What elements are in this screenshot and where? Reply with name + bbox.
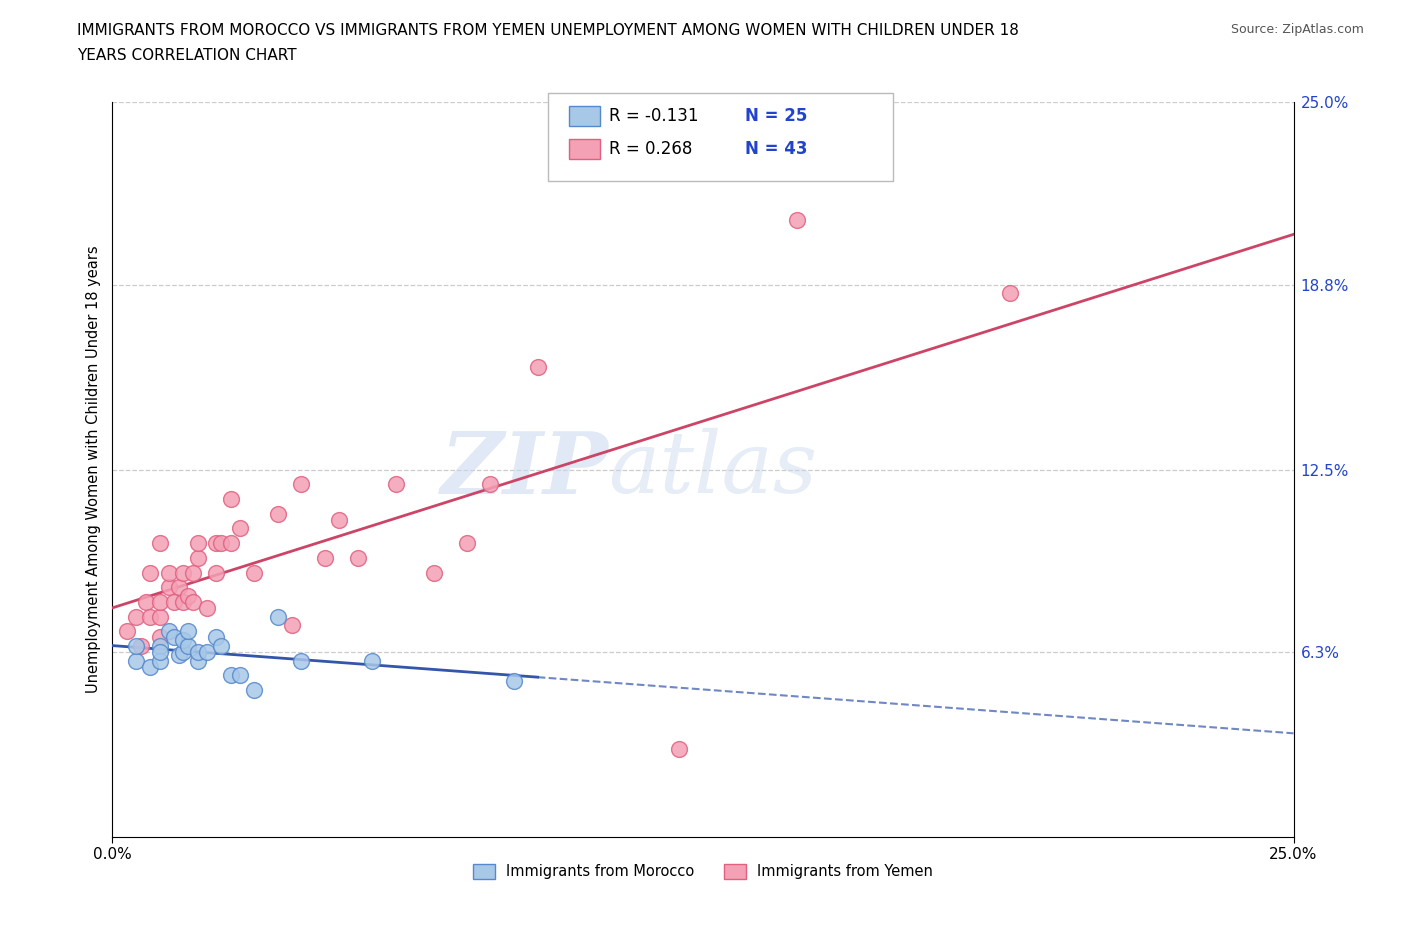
Point bbox=[163, 594, 186, 609]
Point bbox=[149, 630, 172, 644]
Point bbox=[172, 594, 194, 609]
Point bbox=[786, 212, 808, 227]
Point bbox=[157, 565, 180, 580]
Point bbox=[998, 286, 1021, 300]
Point bbox=[177, 589, 200, 604]
Point bbox=[149, 594, 172, 609]
Point bbox=[526, 359, 548, 374]
Point bbox=[186, 644, 208, 659]
Point bbox=[195, 601, 218, 616]
Point bbox=[503, 674, 526, 689]
Point bbox=[195, 644, 218, 659]
Point bbox=[243, 565, 266, 580]
Text: ZIP: ZIP bbox=[440, 428, 609, 512]
Point bbox=[181, 594, 204, 609]
Point bbox=[177, 639, 200, 654]
Point bbox=[139, 565, 162, 580]
Point bbox=[186, 551, 208, 565]
Point bbox=[125, 639, 148, 654]
Point bbox=[129, 639, 152, 654]
Point bbox=[456, 536, 478, 551]
Point bbox=[177, 624, 200, 639]
Point bbox=[668, 741, 690, 756]
Point bbox=[209, 639, 232, 654]
Point bbox=[422, 565, 444, 580]
Text: atlas: atlas bbox=[609, 429, 818, 511]
Text: N = 25: N = 25 bbox=[745, 107, 807, 126]
Point bbox=[172, 644, 194, 659]
Text: YEARS CORRELATION CHART: YEARS CORRELATION CHART bbox=[77, 48, 297, 63]
Point bbox=[157, 579, 180, 594]
Text: R = -0.131: R = -0.131 bbox=[609, 107, 699, 126]
Point bbox=[290, 653, 312, 668]
Point bbox=[149, 609, 172, 624]
Point bbox=[135, 594, 157, 609]
Point bbox=[157, 624, 180, 639]
Point bbox=[267, 506, 290, 521]
Point bbox=[314, 551, 336, 565]
Point bbox=[149, 653, 172, 668]
Point bbox=[149, 639, 172, 654]
Point bbox=[172, 565, 194, 580]
Point bbox=[186, 536, 208, 551]
Point bbox=[125, 609, 148, 624]
Text: N = 43: N = 43 bbox=[745, 140, 807, 158]
Text: R = 0.268: R = 0.268 bbox=[609, 140, 692, 158]
Point bbox=[243, 683, 266, 698]
Point bbox=[479, 477, 502, 492]
Point bbox=[149, 536, 172, 551]
Point bbox=[267, 609, 290, 624]
Text: IMMIGRANTS FROM MOROCCO VS IMMIGRANTS FROM YEMEN UNEMPLOYMENT AMONG WOMEN WITH C: IMMIGRANTS FROM MOROCCO VS IMMIGRANTS FR… bbox=[77, 23, 1019, 38]
Point bbox=[172, 632, 194, 647]
Legend: Immigrants from Morocco, Immigrants from Yemen: Immigrants from Morocco, Immigrants from… bbox=[467, 857, 939, 884]
Point bbox=[385, 477, 408, 492]
Point bbox=[205, 536, 228, 551]
Point bbox=[328, 512, 350, 527]
Y-axis label: Unemployment Among Women with Children Under 18 years: Unemployment Among Women with Children U… bbox=[86, 246, 101, 694]
Point bbox=[205, 630, 228, 644]
Point bbox=[229, 521, 252, 536]
Point bbox=[205, 565, 228, 580]
Point bbox=[139, 609, 162, 624]
Point bbox=[219, 492, 242, 507]
Text: Source: ZipAtlas.com: Source: ZipAtlas.com bbox=[1230, 23, 1364, 36]
Point bbox=[290, 477, 312, 492]
Point bbox=[229, 668, 252, 683]
Point bbox=[167, 647, 190, 662]
Point bbox=[163, 630, 186, 644]
Point bbox=[209, 536, 232, 551]
Point bbox=[181, 565, 204, 580]
Point bbox=[167, 579, 190, 594]
Point bbox=[149, 644, 172, 659]
Point bbox=[361, 653, 384, 668]
Point bbox=[219, 668, 242, 683]
Point bbox=[139, 659, 162, 674]
Point bbox=[186, 653, 208, 668]
Point bbox=[219, 536, 242, 551]
Point bbox=[115, 624, 138, 639]
Point bbox=[347, 551, 370, 565]
Point bbox=[125, 653, 148, 668]
Point bbox=[281, 618, 304, 632]
